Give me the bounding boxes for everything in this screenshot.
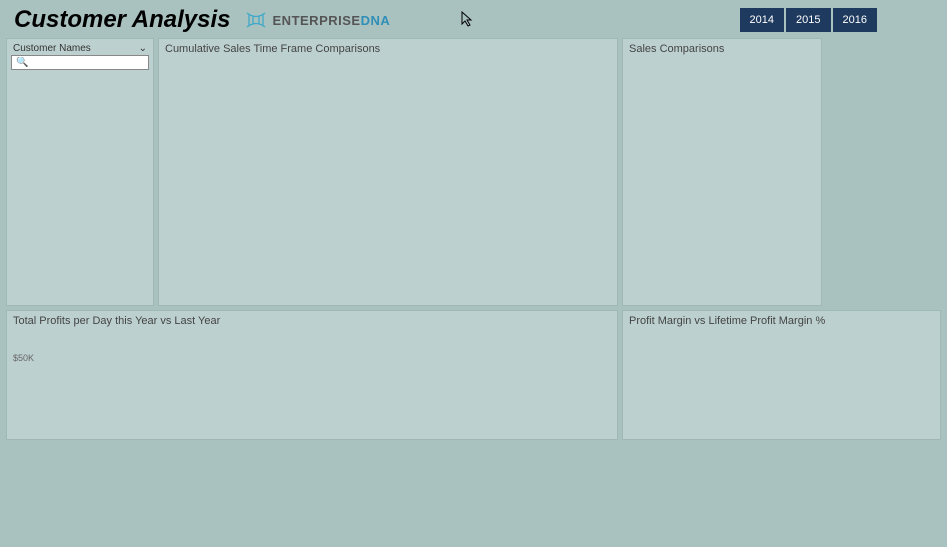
- kpi-column: [826, 38, 941, 306]
- margin-panel: Profit Margin vs Lifetime Profit Margin …: [622, 310, 941, 440]
- page-title: Customer Analysis: [14, 6, 231, 34]
- sales-comparison-panel: Sales Comparisons: [622, 38, 822, 306]
- year-btn-2016[interactable]: 2016: [833, 8, 877, 32]
- y-tick: $50K: [13, 353, 34, 363]
- logo: ENTERPRISE DNA: [245, 11, 391, 29]
- year-btn-2015[interactable]: 2015: [786, 8, 830, 32]
- area-chart-title: Cumulative Sales Time Frame Comparisons: [165, 43, 611, 55]
- chevron-down-icon: ⌄: [139, 43, 147, 54]
- dna-icon: [245, 11, 267, 29]
- year-btn-2014[interactable]: 2014: [740, 8, 784, 32]
- bar-chart-title: Sales Comparisons: [629, 43, 815, 55]
- profits-title: Total Profits per Day this Year vs Last …: [13, 315, 611, 327]
- cursor-icon: [460, 11, 474, 30]
- slicer-search-input[interactable]: [11, 55, 149, 70]
- year-slicer: 201420152016: [740, 8, 877, 32]
- cumulative-sales-panel: Cumulative Sales Time Frame Comparisons: [158, 38, 618, 306]
- margin-title: Profit Margin vs Lifetime Profit Margin …: [629, 315, 934, 327]
- sales-table[interactable]: [165, 177, 611, 301]
- profits-panel: Total Profits per Day this Year vs Last …: [6, 310, 618, 440]
- slicer-header[interactable]: Customer Names⌄: [11, 42, 149, 55]
- customer-slicer: Customer Names⌄: [6, 38, 154, 306]
